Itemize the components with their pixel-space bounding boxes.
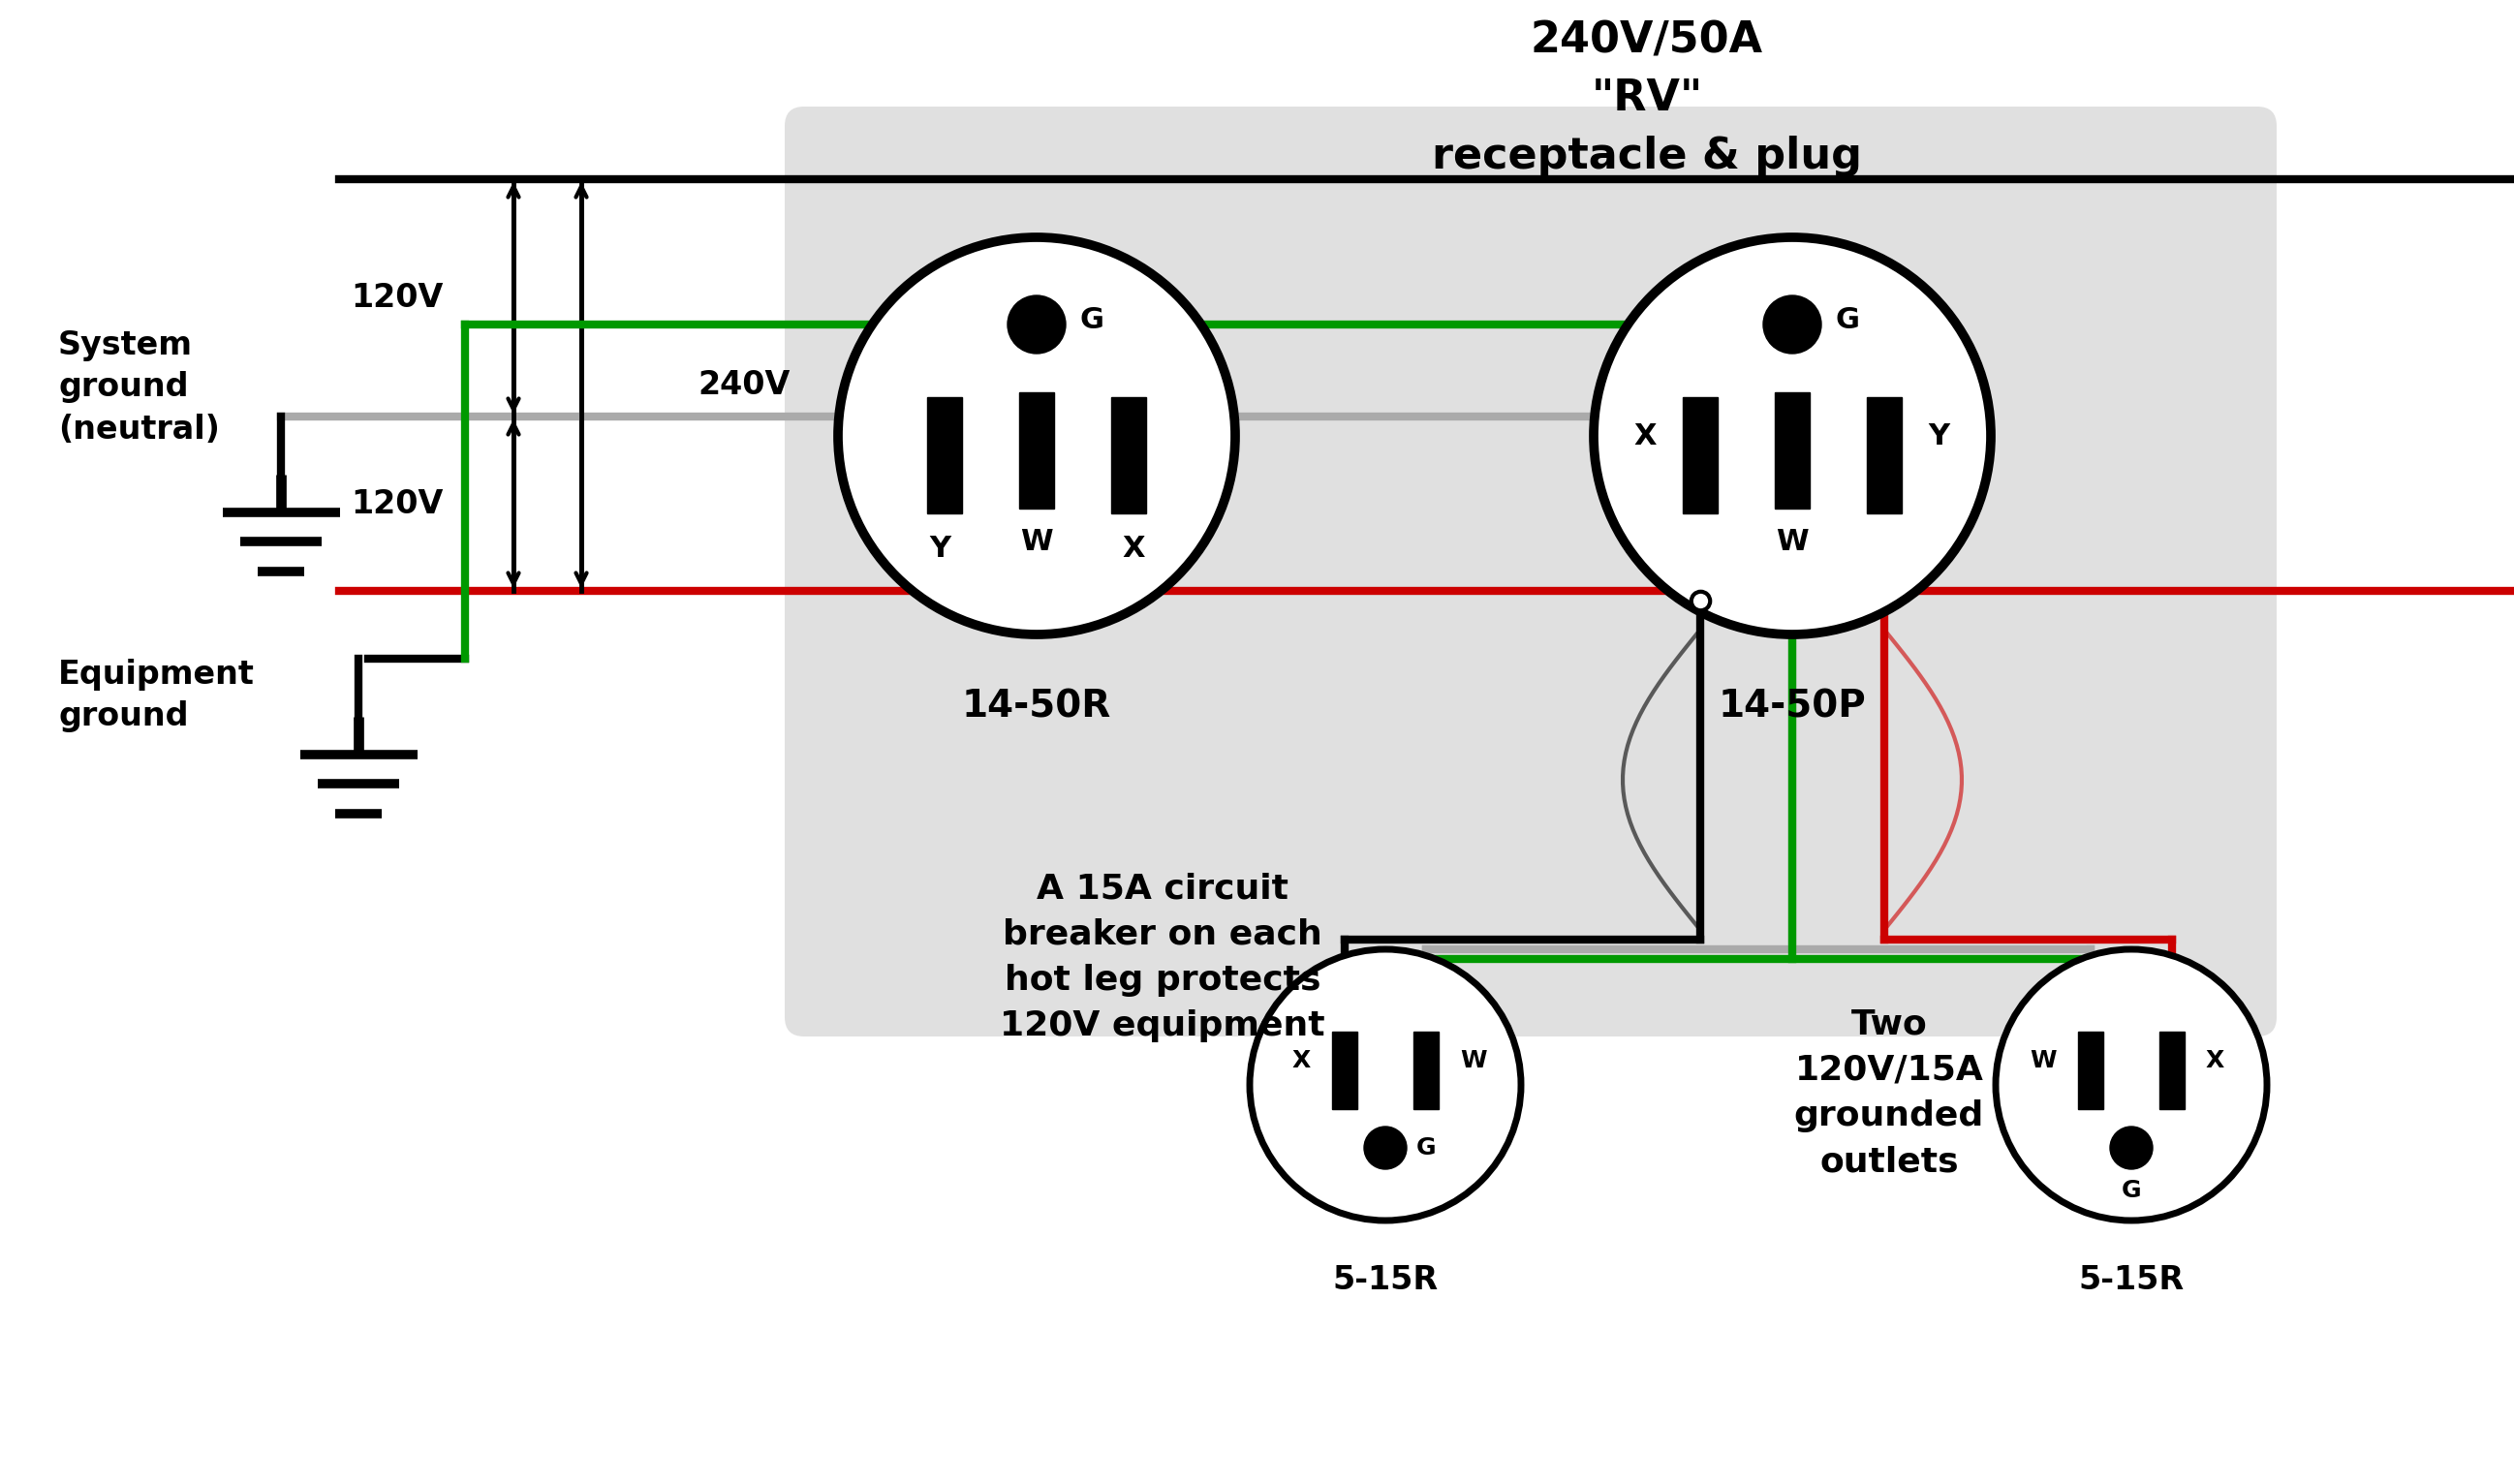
FancyBboxPatch shape [1868, 398, 1901, 513]
Text: 14-50R: 14-50R [963, 687, 1111, 724]
FancyBboxPatch shape [784, 107, 2278, 1036]
FancyBboxPatch shape [1332, 1031, 1358, 1109]
Text: Y: Y [1928, 421, 1948, 450]
Circle shape [1008, 295, 1066, 353]
Text: W: W [1021, 528, 1053, 556]
Text: X: X [1121, 534, 1144, 562]
Text: W: W [1461, 1049, 1486, 1073]
FancyBboxPatch shape [1018, 392, 1053, 509]
Text: A 15A circuit
breaker on each
hot leg protects
120V equipment: A 15A circuit breaker on each hot leg pr… [1001, 871, 1325, 1043]
Text: X: X [2205, 1049, 2225, 1073]
Circle shape [1594, 237, 1991, 635]
Text: 120V: 120V [352, 488, 442, 519]
Text: Equipment
ground: Equipment ground [58, 659, 254, 733]
Text: G: G [1415, 1137, 1435, 1159]
FancyBboxPatch shape [1413, 1031, 1438, 1109]
Text: G: G [2122, 1178, 2142, 1202]
Circle shape [1762, 295, 1820, 353]
Text: G: G [1835, 306, 1860, 334]
Circle shape [2109, 1126, 2152, 1169]
FancyBboxPatch shape [928, 398, 963, 513]
Text: 240V: 240V [696, 370, 789, 401]
Text: 120V: 120V [352, 282, 442, 313]
Text: Y: Y [930, 534, 950, 562]
Text: X: X [1634, 421, 1657, 450]
Text: G: G [1081, 306, 1104, 334]
Text: System
ground
(neutral): System ground (neutral) [58, 329, 219, 445]
FancyBboxPatch shape [1775, 392, 1810, 509]
FancyBboxPatch shape [2160, 1031, 2185, 1109]
Circle shape [837, 237, 1234, 635]
Text: X: X [1292, 1049, 1310, 1073]
Text: 240V/50A
"RV"
receptacle & plug: 240V/50A "RV" receptacle & plug [1433, 19, 1863, 177]
Text: W: W [2029, 1049, 2056, 1073]
Text: W: W [1775, 528, 1808, 556]
FancyBboxPatch shape [1682, 398, 1717, 513]
Text: 5-15R: 5-15R [2079, 1264, 2185, 1296]
Text: 14-50P: 14-50P [1717, 687, 1865, 724]
Text: 5-15R: 5-15R [1332, 1264, 1438, 1296]
Circle shape [1365, 1126, 1408, 1169]
FancyBboxPatch shape [1111, 398, 1146, 513]
Circle shape [1996, 950, 2268, 1220]
FancyBboxPatch shape [2079, 1031, 2104, 1109]
Text: Two
120V/15A
grounded
outlets: Two 120V/15A grounded outlets [1795, 1008, 1984, 1178]
Circle shape [1249, 950, 1521, 1220]
